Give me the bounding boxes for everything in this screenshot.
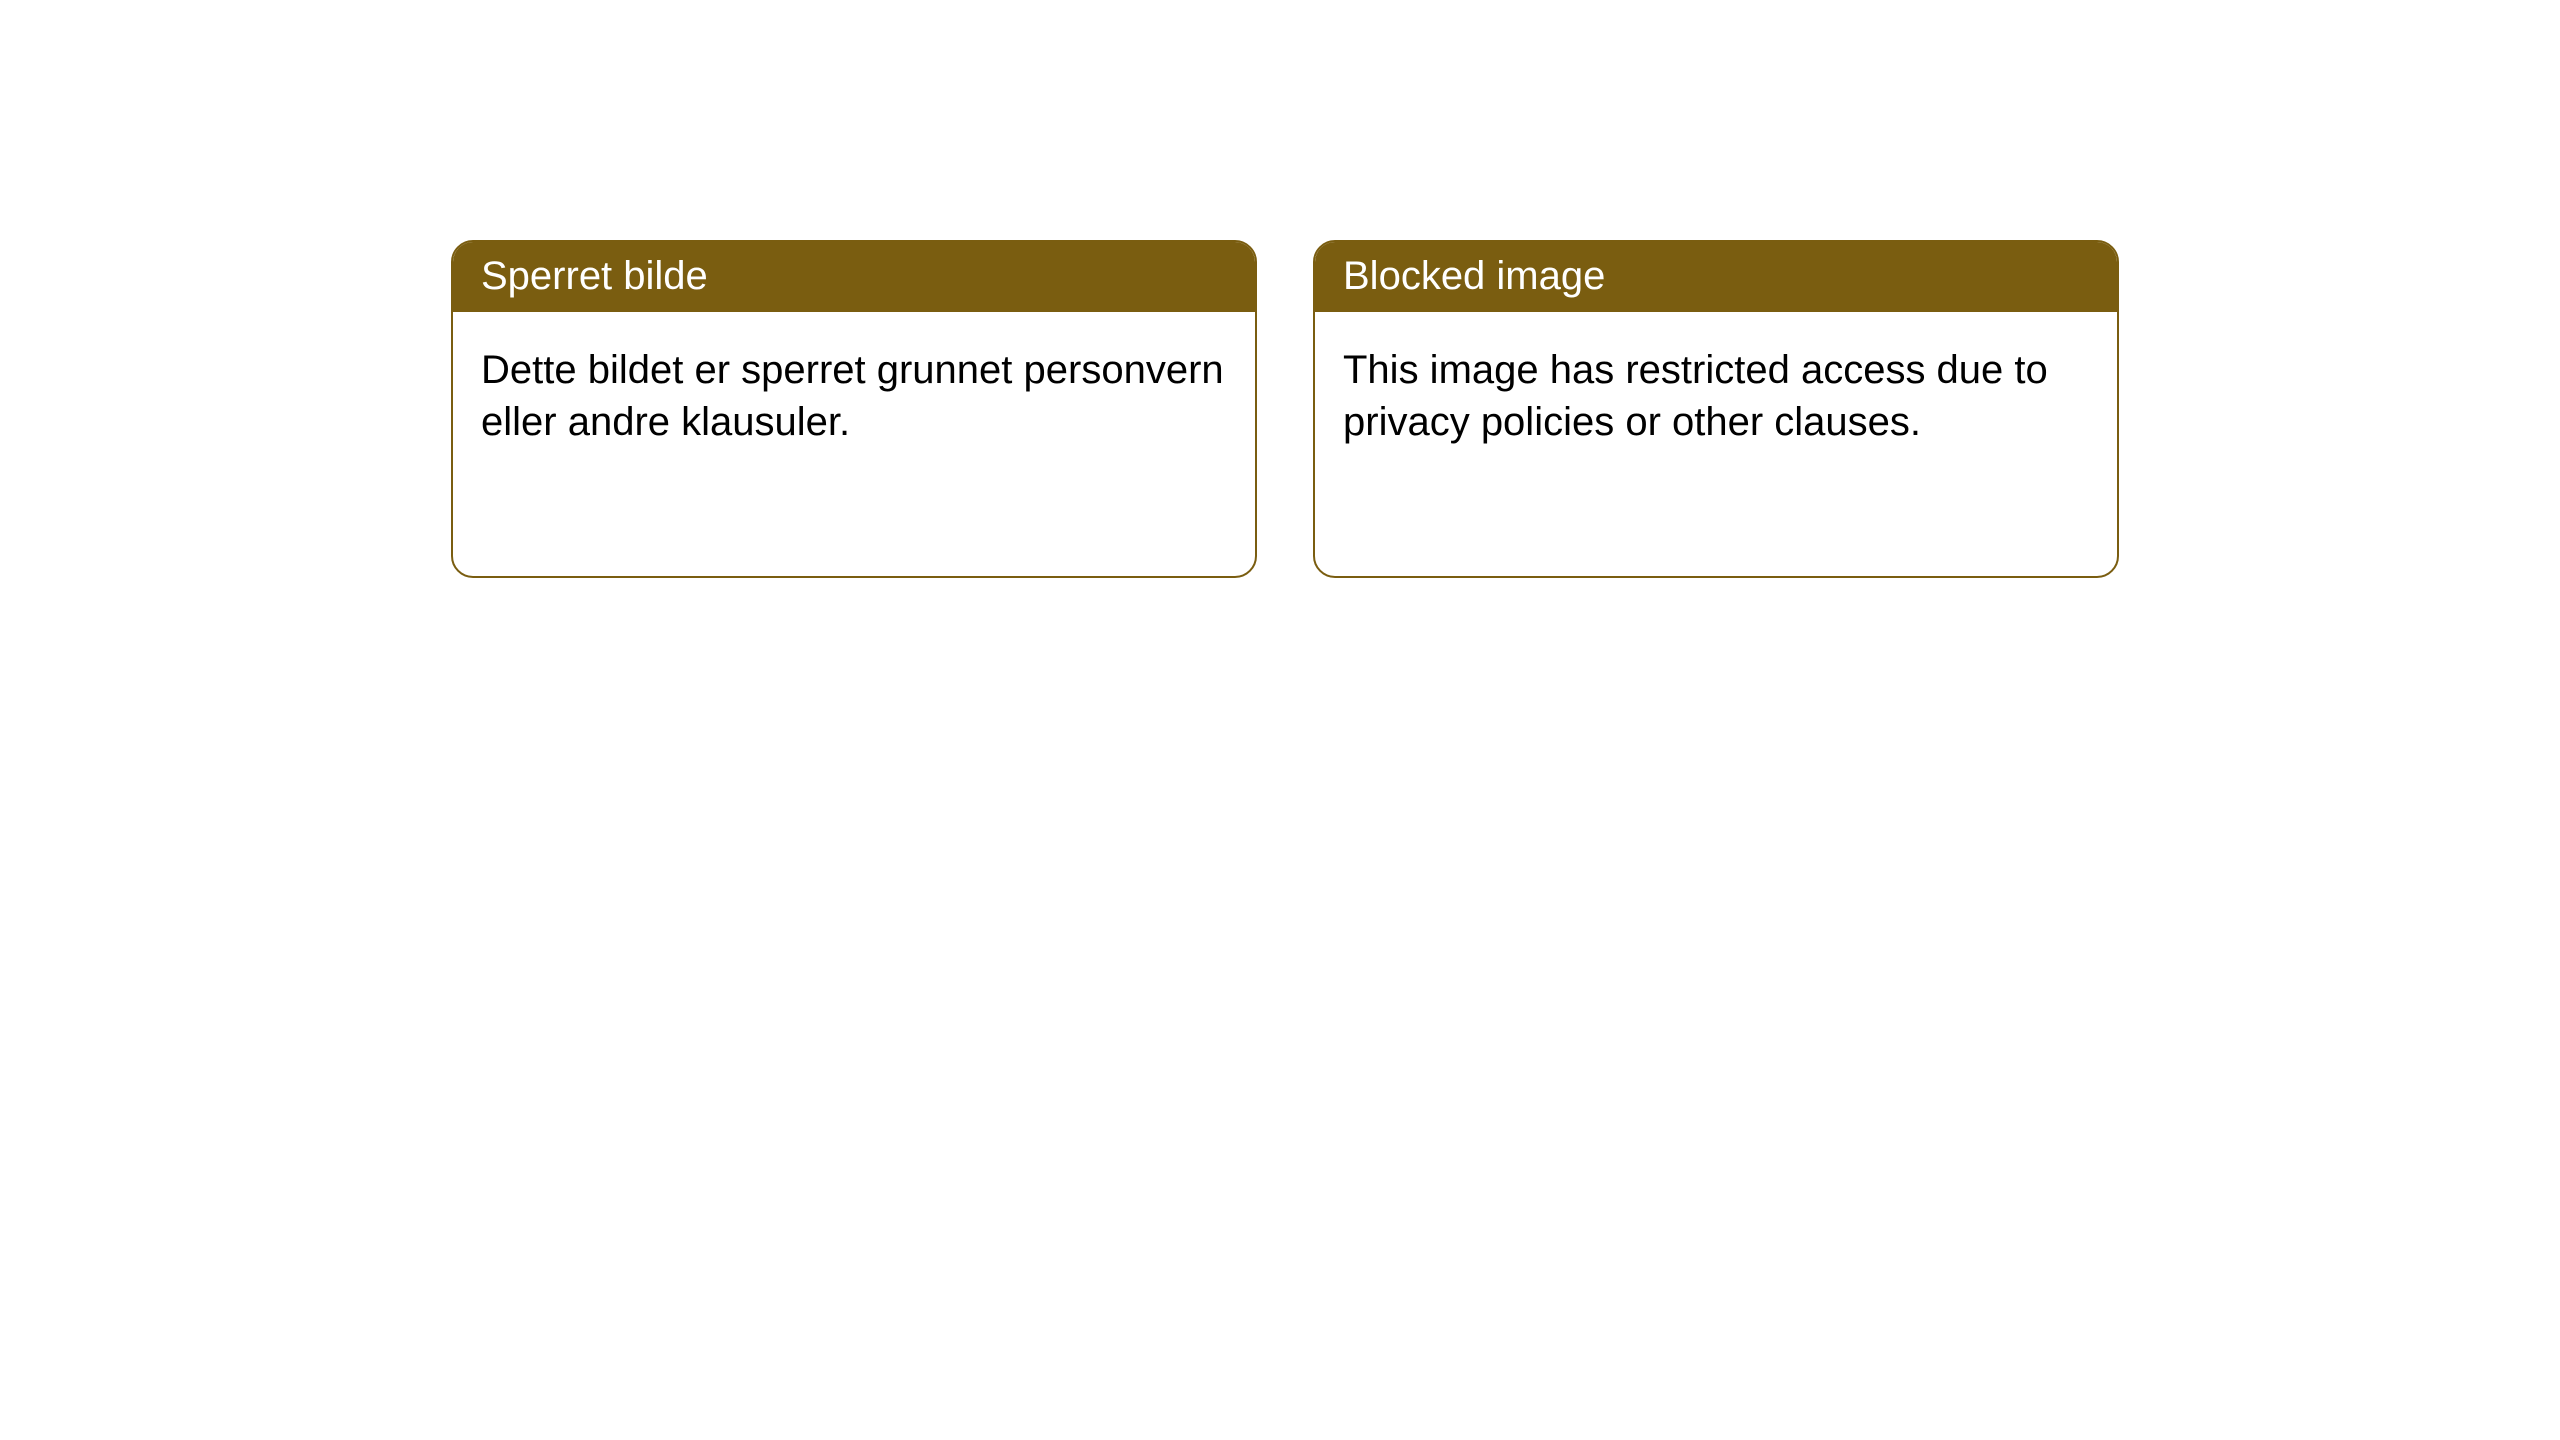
- card-header: Sperret bilde: [453, 242, 1255, 312]
- notice-card-norwegian: Sperret bilde Dette bildet er sperret gr…: [451, 240, 1257, 578]
- card-title: Sperret bilde: [481, 254, 708, 298]
- card-message: This image has restricted access due to …: [1343, 348, 2048, 444]
- card-header: Blocked image: [1315, 242, 2117, 312]
- card-body: This image has restricted access due to …: [1315, 312, 2117, 480]
- card-title: Blocked image: [1343, 254, 1605, 298]
- card-body: Dette bildet er sperret grunnet personve…: [453, 312, 1255, 480]
- card-message: Dette bildet er sperret grunnet personve…: [481, 348, 1224, 444]
- notice-container: Sperret bilde Dette bildet er sperret gr…: [0, 0, 2560, 578]
- notice-card-english: Blocked image This image has restricted …: [1313, 240, 2119, 578]
